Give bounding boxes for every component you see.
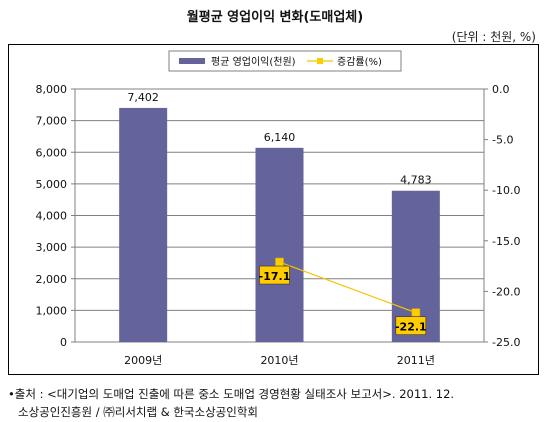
line-marker [411,308,421,317]
legend-box [168,50,402,72]
y-left-tick-label: 3,000 [36,241,68,254]
chart-title: 월평균 영업이익 변화(도매업체) [186,10,364,25]
y-left-tick-label: 2,000 [36,273,68,286]
source-line-2: 소상공인진흥원 / ㈜리서치랩 & 한국소상공인학회 [18,405,258,419]
x-tick-label: 2009년 [124,354,162,367]
line-value-label: -17.1 [259,270,291,283]
bar-value-label: 7,402 [127,91,159,104]
bar [119,107,168,343]
y-right-tick-label: -5.0 [492,134,513,147]
y-left-tick-label: 6,000 [36,146,68,159]
line-label-box [259,265,290,285]
y-right-tick-label: 0.0 [492,83,510,96]
y-left-tick-label: 8,000 [36,83,68,96]
y-right-tick-label: -10.0 [492,184,520,197]
line-label-box [395,316,427,335]
legend-line-label: 증감률(%) [337,56,382,68]
y-right-tick-label: -15.0 [492,235,520,248]
legend-bar-swatch [179,58,205,64]
bar [255,147,304,342]
unit-label: (단위 : 천원, %) [451,30,536,44]
source-line-1: •출처 : <대기업의 도매업 진출에 따른 중소 도매업 경영현황 실태조사 … [8,387,455,401]
legend-bar-label: 평균 영업이익(천원) [211,55,296,68]
line-value-label: -22.1 [395,321,427,334]
x-tick-label: 2010년 [260,354,298,367]
bar-value-label: 6,140 [264,131,296,144]
y-left-tick-label: 1,000 [36,304,68,317]
legend-marker-swatch [317,58,323,64]
line-marker [275,257,284,267]
source-note: •출처 : <대기업의 도매업 진출에 따른 중소 도매업 경영현황 실태조사 … [8,385,454,421]
y-left-tick-label: 4,000 [36,210,68,223]
series-line [279,261,417,314]
y-right-tick-label: -25.0 [492,336,520,349]
y-right-tick-label: -20.0 [492,285,520,298]
chart-svg: 0 1,000 2,000 3,000 4,000 5,000 6,000 7,000 8,00… [36,50,520,367]
x-tick-label: 2011년 [397,354,435,367]
y-left-tick-label: 7,000 [36,115,68,128]
bar-value-label: 4,783 [400,174,432,187]
y-left-tick-label: 5,000 [36,178,68,191]
chart-container: 0 1,000 2,000 3,000 4,000 5,000 6,000 7,000 8,00… [8,44,539,375]
y-left-tick-label: 0 [60,336,67,349]
